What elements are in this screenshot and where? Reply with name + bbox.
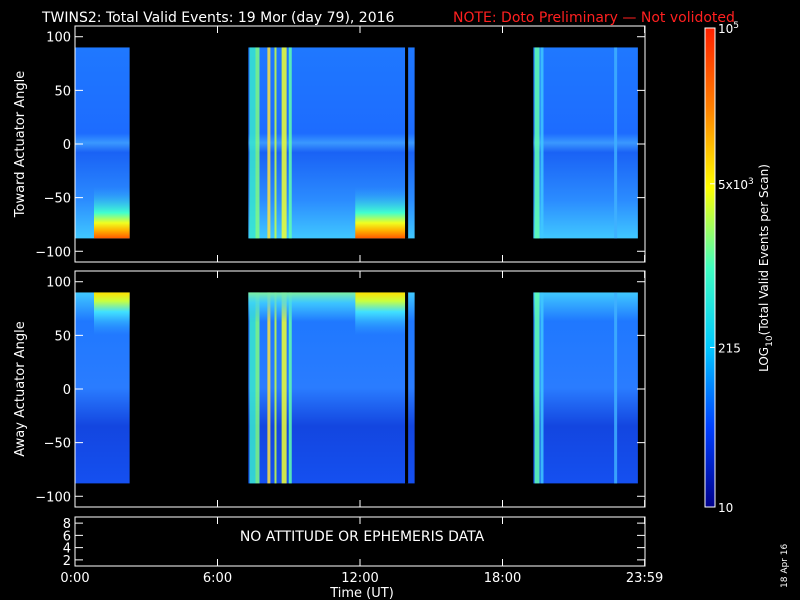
- spectrogram-streak: [267, 292, 271, 484]
- x-tick-label: 23:59: [626, 571, 663, 586]
- colorbar-scale: [704, 27, 716, 508]
- data-gap-line: [405, 292, 409, 484]
- y-tick-label: 8: [63, 517, 71, 532]
- colorbar-tick-label: 105: [718, 21, 739, 36]
- colorbar: 105 5x103 215 10: [704, 21, 754, 515]
- spectrogram-streak: [267, 47, 271, 239]
- intense-region: [94, 292, 130, 336]
- spectrogram-streak: [281, 292, 287, 484]
- y-tick-label: 50: [54, 329, 71, 344]
- y-tick-label: 2: [63, 554, 71, 569]
- y-tick-label: −50: [44, 192, 71, 207]
- x-tick-label: 6:00: [203, 571, 232, 586]
- spectrogram-streak: [255, 292, 260, 484]
- spectrogram-streak: [614, 292, 618, 484]
- spectrogram-streak: [288, 292, 292, 484]
- colorbar-tick-label: 215: [718, 341, 741, 355]
- spectrogram-streak: [540, 47, 544, 239]
- date-stamp: 18 Apr 16: [780, 544, 790, 588]
- spectrogram-streak: [614, 47, 618, 239]
- spectrogram-streak: [249, 47, 256, 239]
- spectrogram-streak: [249, 292, 256, 484]
- x-axis: 0:00 6:00 12:00 18:00 23:59: [60, 571, 663, 586]
- x-tick-label: 18:00: [484, 571, 521, 586]
- y-tick-label: −100: [35, 490, 71, 505]
- intense-region: [355, 292, 406, 336]
- y-axis-label: Toward Actuator Angle: [13, 71, 28, 218]
- away-panel: −100 −50 0 50 100 Away Actuator Angle: [13, 270, 646, 508]
- y-tick-label: 100: [46, 31, 71, 46]
- intense-region: [355, 186, 406, 239]
- y-tick-label: 0: [63, 383, 71, 398]
- y-tick-label: 50: [54, 84, 71, 99]
- colorbar-tick-label: 10: [718, 501, 733, 515]
- coverage-block: [533, 292, 638, 484]
- x-tick-label: 0:00: [60, 571, 89, 586]
- spectrogram-streak: [281, 47, 287, 239]
- spectrogram-streak: [274, 292, 277, 484]
- toward-panel: −100 −50 0 50 100 Toward Actuator Angle: [13, 25, 646, 263]
- preliminary-note: NOTE: Doto Preliminary — Not volidoted: [453, 10, 735, 26]
- no-data-message: NO ATTITUDE OR EPHEMERIS DATA: [240, 529, 485, 545]
- chart-title: TWINS2: Total Valid Events: 19 Mor (day …: [41, 10, 395, 26]
- coverage-block: [406, 47, 415, 239]
- spectrogram-streak: [534, 47, 540, 239]
- y-tick-label: −100: [35, 245, 71, 260]
- colorbar-label: LOG10(Total Valid Events per Scan): [757, 164, 775, 372]
- spectrogram-streak: [534, 292, 540, 484]
- y-axis-label: Away Actuator Angle: [13, 321, 28, 456]
- spectrogram-streak: [540, 292, 544, 484]
- spectrogram-streak: [255, 47, 260, 239]
- y-tick-label: 6: [63, 529, 71, 544]
- y-tick-label: 4: [63, 542, 71, 557]
- spectrogram-streak: [274, 47, 277, 239]
- y-tick-label: 100: [46, 276, 71, 291]
- coverage-block: [533, 47, 638, 239]
- upper-band: [248, 292, 356, 323]
- data-gap-line: [405, 47, 409, 239]
- spectrogram-streak: [288, 47, 292, 239]
- y-tick-label: −50: [44, 437, 71, 452]
- intense-region: [94, 186, 130, 239]
- x-axis-label: Time (UT): [329, 586, 394, 600]
- x-tick-label: 12:00: [341, 571, 378, 586]
- coverage-block: [406, 292, 415, 484]
- y-tick-label: 0: [63, 138, 71, 153]
- colorbar-tick-label: 5x103: [718, 177, 754, 192]
